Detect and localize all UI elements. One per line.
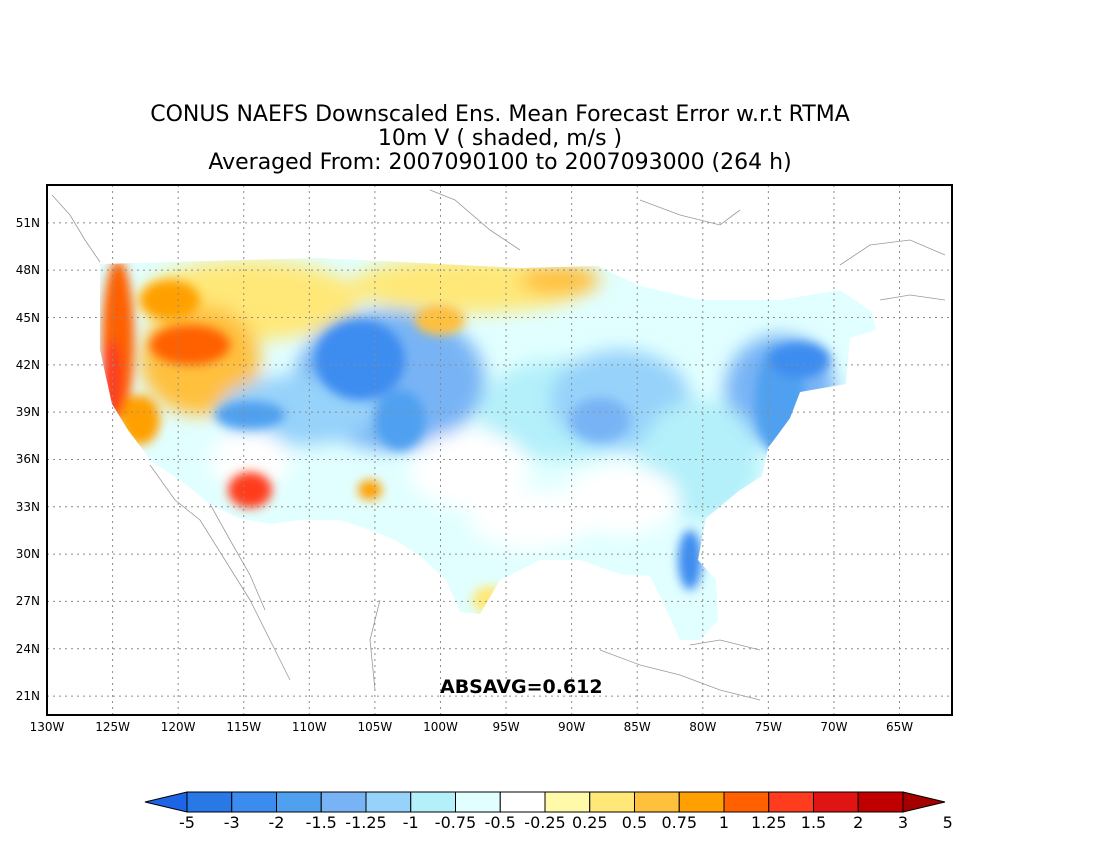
lat-label: 24N [15, 641, 40, 656]
lat-label: 48N [15, 263, 40, 278]
colorbar-label: 5 [942, 813, 953, 832]
grid-lines [47, 185, 952, 715]
lon-label: 85W [623, 720, 651, 734]
colorbar-swatch [410, 791, 456, 813]
colorbar-label: 3 [897, 813, 909, 832]
colorbar-label: -1.5 [305, 813, 337, 832]
lon-label: 100W [423, 720, 458, 734]
lon-label: 80W [689, 720, 717, 734]
colorbar-label: 2 [853, 813, 864, 832]
colorbar-label: -0.5 [484, 813, 516, 832]
colorbar-swatch [678, 791, 725, 813]
lat-label: 36N [15, 452, 40, 467]
lon-label: 115W [226, 720, 262, 734]
colorbar-swatch [813, 791, 859, 813]
colorbar-swatch [186, 791, 233, 813]
lon-label: 95W [492, 720, 520, 734]
lat-label: 30N [15, 547, 40, 562]
lat-label: 39N [15, 405, 40, 420]
colorbar-label: 1.5 [800, 813, 827, 832]
title-line-1: CONUS NAEFS Downscaled Ens. Mean Forecas… [150, 102, 850, 127]
lon-label: 65W [885, 720, 914, 734]
lon-label: 130W [29, 720, 65, 734]
colorbar-swatch [276, 791, 322, 813]
colorbar-label: 0.5 [621, 813, 648, 832]
title-line-2: 10m V ( shaded, m/s ) [377, 126, 623, 151]
lat-label: 51N [15, 215, 40, 230]
shaded-error-field [100, 258, 876, 640]
colorbar-label: -0.75 [434, 813, 477, 832]
colorbar [144, 791, 946, 813]
colorbar-swatch [455, 791, 501, 813]
lat-label: 45N [15, 310, 40, 325]
colorbar-arrow-low [144, 791, 188, 813]
lat-label: 27N [15, 594, 40, 609]
colorbar-swatch [589, 791, 635, 813]
colorbar-swatch [768, 791, 814, 813]
absavg-annotation: ABSAVG=0.612 [440, 676, 603, 698]
colorbar-label: 0.25 [571, 813, 608, 832]
colorbar-swatch [544, 791, 591, 813]
lat-label: 33N [15, 499, 40, 514]
colorbar-label: 1.25 [750, 813, 787, 832]
lon-label: 70W [820, 720, 848, 734]
colorbar-swatch [365, 791, 412, 813]
colorbar-swatch [723, 791, 770, 813]
colorbar-swatch [231, 791, 277, 813]
colorbar-label: -1 [402, 813, 419, 832]
plot-frame [46, 184, 953, 716]
colorbar-label: 0.75 [661, 813, 698, 832]
colorbar-swatch [857, 791, 904, 813]
colorbar-label: -2 [268, 813, 285, 832]
colorbar-label: 1 [718, 813, 730, 832]
colorbar-label: -5 [179, 813, 195, 832]
lon-label: 75W [754, 720, 782, 734]
coastlines [51, 189, 946, 701]
colorbar-arrow-high [902, 791, 946, 813]
colorbar-label: -3 [223, 813, 240, 832]
colorbar-label: -1.25 [345, 813, 387, 832]
lat-label: 21N [15, 689, 40, 704]
colorbar-label: -0.25 [524, 813, 566, 832]
lon-label: 120W [160, 720, 196, 734]
lat-label: 42N [15, 357, 40, 372]
colorbar-swatch [499, 791, 546, 813]
lon-label: 110W [291, 720, 327, 734]
lon-label: 105W [357, 720, 393, 734]
colorbar-swatch [320, 791, 367, 813]
colorbar-swatch [634, 791, 680, 813]
title-line-3: Averaged From: 2007090100 to 2007093000 … [208, 150, 792, 175]
lon-label: 125W [95, 720, 130, 734]
lon-label: 90W [558, 720, 586, 734]
